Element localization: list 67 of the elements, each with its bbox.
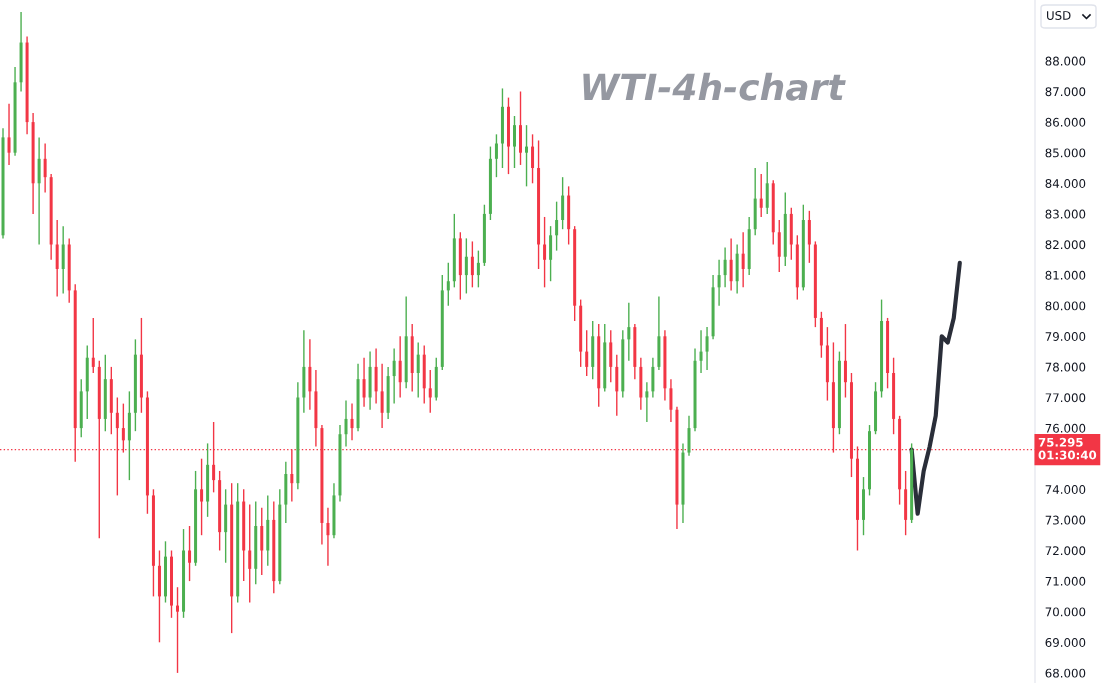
candlestick: [627, 301, 631, 362]
y-tick-label: 79.000: [1045, 332, 1086, 341]
candlestick: [645, 381, 649, 423]
candlestick: [470, 240, 474, 289]
y-tick-label: 83.000: [1045, 209, 1086, 219]
candlestick: [350, 402, 354, 442]
y-tick-label: 80.000: [1045, 301, 1086, 311]
y-tick-label: 74.000: [1045, 485, 1086, 494]
candlestick: [585, 329, 589, 377]
y-tick-label: 87.000: [1045, 87, 1086, 97]
candlestick: [380, 363, 384, 429]
candlestick: [705, 326, 709, 371]
candlestick: [699, 329, 703, 374]
y-tick-label: 81.000: [1045, 270, 1086, 280]
y-tick-label: 71.000: [1045, 576, 1086, 586]
candlestick: [723, 246, 727, 289]
candlestick: [7, 103, 11, 166]
candlestick: [428, 369, 432, 414]
candlestick: [91, 317, 95, 374]
candlestick: [519, 90, 523, 166]
candlestick: [531, 133, 535, 184]
candlestick: [176, 586, 180, 674]
candlestick: [717, 259, 721, 307]
y-tick-label: 86.000: [1045, 117, 1086, 127]
candlestick: [759, 173, 763, 218]
candlestick: [362, 357, 366, 408]
candlestick: [476, 249, 480, 289]
candlestick: [669, 378, 673, 423]
y-tick-label: 88.000: [1045, 56, 1086, 66]
candlestick: [43, 142, 47, 194]
y-tick-label: 72.000: [1045, 546, 1086, 556]
y-tick-label: 73.000: [1045, 515, 1086, 525]
y-tick-label: 78.000: [1045, 362, 1086, 372]
candlestick: [862, 476, 866, 536]
candlestick: [398, 335, 402, 399]
text: WTI-4h-chart: [583, 72, 846, 101]
candlestick: [248, 503, 252, 604]
y-tick-label: 84.000: [1045, 179, 1086, 188]
candlestick: [326, 506, 330, 567]
candlestick: [525, 124, 529, 188]
y-axis-title: USD: [1047, 11, 1071, 20]
ref-line-label: 75.295 01:30:40: [1038, 437, 1097, 460]
candlestick: [446, 262, 450, 307]
y-tick-label: 69.000: [1045, 638, 1086, 647]
candlestick: [555, 200, 559, 252]
candlestick: [200, 458, 204, 536]
candlestick: [163, 540, 167, 604]
candlestick: [843, 323, 847, 399]
y-tick-label: 77.000: [1045, 393, 1086, 403]
candlestick: [494, 133, 498, 178]
candlestick: [729, 237, 733, 292]
candlestick: [416, 341, 420, 399]
y-tick-label: 76.000: [1045, 423, 1086, 433]
candlestick: [344, 399, 348, 448]
candlestick: [392, 347, 396, 405]
y-tick-label: 85.000: [1045, 148, 1086, 158]
candlestick: [169, 549, 173, 619]
candlestick: [512, 115, 516, 169]
candlestick: [464, 237, 468, 295]
y-tick-label: 70.000: [1045, 607, 1086, 617]
candlestick: [543, 216, 547, 289]
candlestick: [741, 231, 745, 289]
y-tick-label: 82.000: [1045, 240, 1086, 250]
candlestick: [188, 525, 192, 582]
y-tick-label: 68.000: [1045, 668, 1086, 678]
line-series: [909, 260, 962, 516]
candlestick: [868, 424, 872, 497]
